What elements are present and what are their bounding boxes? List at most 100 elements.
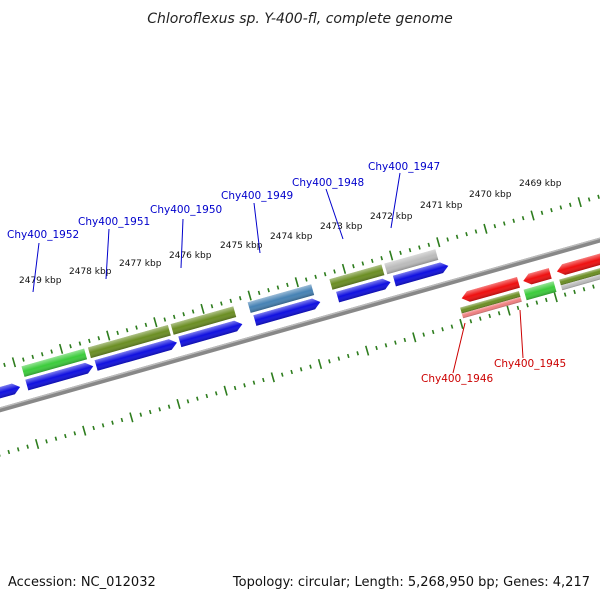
outer-tick-mark — [550, 208, 553, 213]
gene-features — [0, 249, 600, 411]
ruler-labels: 2479 kbp 2478 kbp 2477 kbp 2476 kbp 2475… — [19, 179, 562, 286]
inner-tick-mark — [328, 359, 331, 364]
inner-tick-mark — [92, 425, 95, 431]
inner-tick-mark — [573, 289, 576, 295]
inner-tick-mark — [7, 449, 11, 455]
outer-tick-mark — [352, 264, 355, 269]
inner-tick-mark — [403, 337, 407, 343]
inner-tick-mark — [111, 420, 114, 425]
map-title: Chloroflexus sp. Y-400-fl, complete geno… — [147, 11, 453, 27]
outer-tick-mark — [229, 298, 233, 304]
outer-tick-mark — [191, 309, 195, 314]
inner-tick-mark — [364, 345, 370, 356]
inner-tick-mark — [196, 396, 199, 401]
outer-tick-mark — [530, 210, 535, 221]
outer-tick-mark — [597, 194, 600, 199]
outer-tick-mark — [577, 197, 582, 208]
outer-tick-mark — [294, 277, 299, 288]
outer-tick-mark — [483, 223, 488, 234]
inner-tick-mark — [441, 327, 444, 332]
outer-tick-mark — [50, 349, 53, 354]
inner-tick-mark — [309, 364, 312, 369]
outer-tick-mark — [3, 362, 6, 368]
inner-tick-mark — [16, 447, 20, 452]
inner-tick-mark — [553, 292, 558, 303]
outer-tick-mark — [247, 290, 252, 301]
genome-info-text: Topology: circular; Length: 5,268,950 bp… — [232, 575, 590, 590]
outer-tick-mark — [408, 248, 412, 253]
outer-tick-mark — [399, 250, 402, 255]
outer-tick-mark — [11, 357, 17, 368]
inner-tick-mark — [214, 391, 218, 396]
outer-tick-mark — [276, 285, 280, 290]
inner-tick-mark — [148, 409, 152, 415]
kbp-label: 2472 kbp — [370, 212, 413, 222]
inner-tick-mark — [544, 297, 548, 303]
gene-label-chy400-1952[interactable]: Chy400_1952 — [7, 229, 79, 241]
outer-tick-mark — [455, 234, 459, 239]
accession-text: Accession: NC_012032 — [8, 575, 156, 590]
inner-tick-mark — [337, 356, 341, 361]
outer-tick-mark — [116, 330, 119, 336]
outer-tick-mark — [125, 328, 129, 333]
inner-tick-mark — [412, 332, 417, 343]
inner-tick-mark — [488, 313, 492, 319]
outer-tick-mark — [200, 303, 205, 314]
outer-tick-mark — [436, 237, 441, 248]
reverse-gene-labels: Chy400_1946 Chy400_1945 — [421, 309, 566, 385]
outer-tick-mark — [31, 354, 35, 360]
outer-tick-mark — [418, 245, 421, 250]
outer-tick-mark — [521, 216, 525, 221]
gene-label-chy400-1947[interactable]: Chy400_1947 — [368, 161, 440, 173]
outer-tick-mark — [210, 304, 214, 309]
inner-tick-mark — [459, 318, 464, 329]
outer-tick-mark — [69, 344, 72, 349]
kbp-label: 2479 kbp — [19, 276, 62, 286]
outer-tick-mark — [286, 282, 289, 288]
outer-tick-mark — [172, 314, 176, 320]
outer-tick-mark — [78, 341, 82, 346]
outer-tick-mark — [97, 336, 101, 341]
outer-tick-mark — [135, 325, 138, 330]
inner-tick-mark — [129, 412, 134, 423]
outer-tick-mark — [314, 274, 318, 279]
gene-label-chy400-1949[interactable]: Chy400_1949 — [221, 190, 293, 202]
kbp-label: 2471 kbp — [420, 201, 463, 211]
inner-tick-mark — [356, 351, 360, 356]
kbp-label: 2477 kbp — [119, 259, 162, 269]
inner-tick-mark — [158, 407, 161, 412]
inner-tick-mark — [54, 436, 58, 441]
outer-tick-mark — [304, 277, 308, 282]
outer-tick-mark — [341, 263, 347, 274]
inner-tick-mark — [45, 439, 48, 444]
inner-tick-mark — [346, 353, 350, 359]
gene-label-chy400-1946[interactable]: Chy400_1946 — [421, 373, 494, 385]
inner-tick-mark — [101, 423, 105, 428]
inner-tick-mark — [262, 377, 265, 383]
gene-label-chy400-1951[interactable]: Chy400_1951 — [78, 216, 150, 228]
outer-tick-mark — [163, 317, 167, 322]
inner-tick-mark — [431, 329, 435, 335]
outer-tick-mark — [361, 261, 365, 266]
outer-tick-mark — [388, 250, 394, 261]
inner-tick-mark — [478, 316, 482, 321]
inner-tick-mark — [186, 399, 190, 404]
inner-tick-mark — [526, 303, 529, 308]
inner-tick-mark — [26, 444, 29, 449]
outer-tick-mark — [144, 322, 148, 328]
gene-label-chy400-1948[interactable]: Chy400_1948 — [292, 177, 364, 189]
outer-tick-mark — [568, 202, 572, 207]
gene-label-chy400-1945[interactable]: Chy400_1945 — [494, 358, 566, 370]
track-group — [0, 194, 600, 457]
inner-tick-mark — [469, 319, 473, 324]
inner-tick-mark — [422, 332, 426, 337]
outer-tick-mark — [587, 197, 591, 202]
inner-tick-mark — [450, 324, 454, 329]
inner-tick-mark — [82, 425, 87, 436]
inner-tick-mark — [167, 404, 171, 409]
outer-tick-mark — [88, 338, 91, 344]
inner-tick-ring — [0, 284, 595, 457]
gene-label-chy400-1950[interactable]: Chy400_1950 — [150, 204, 222, 216]
inner-tick-mark — [270, 372, 275, 383]
